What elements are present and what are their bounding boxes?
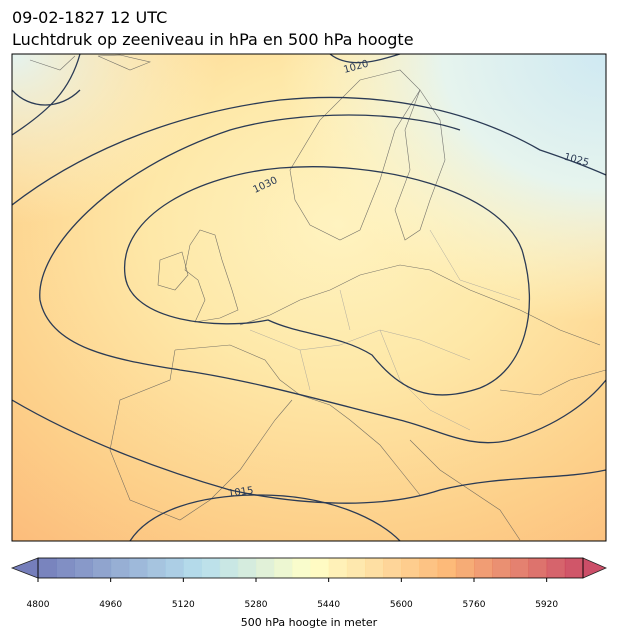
isobar <box>329 54 401 64</box>
colorbar-segment <box>346 558 366 578</box>
isobar <box>12 89 606 444</box>
colorbar-segment <box>292 558 311 578</box>
colorbar-tick-label: 4800 <box>27 600 50 610</box>
colorbar: 4800 4960 5120 5280 5440 5600 5760 5920 <box>10 557 608 610</box>
colorbar-tick-label: 5760 <box>463 600 486 610</box>
colorbar-segment <box>165 558 184 578</box>
colorbar-segment <box>546 558 566 578</box>
coastline <box>394 89 446 241</box>
colorbar-segment <box>128 558 148 578</box>
map-date: 09-02-1827 12 UTC <box>12 8 168 27</box>
colorbar-tick-label: 5120 <box>172 600 195 610</box>
colorbar-segment <box>528 558 548 578</box>
isobar <box>124 166 531 396</box>
isobar <box>129 494 401 541</box>
colorbar-segment <box>564 558 584 578</box>
coastline <box>289 69 421 241</box>
colorbar-segment <box>74 558 93 578</box>
coastline <box>109 264 606 541</box>
colorbar-segment <box>38 558 57 578</box>
colorbar-tick-label: 5920 <box>535 600 558 610</box>
colorbar-extend-high <box>582 557 608 579</box>
isobar <box>12 54 81 136</box>
colorbar-segment <box>365 558 384 578</box>
colorbar-segment <box>110 558 130 578</box>
colorbar-tick-label: 5440 <box>317 600 340 610</box>
colorbar-segment <box>147 558 166 578</box>
colorbar-extend-low <box>10 557 39 579</box>
colorbar-segment <box>383 558 402 578</box>
colorbar-tick-label: 5600 <box>390 600 413 610</box>
colorbar-segment <box>56 558 75 578</box>
colorbar-segment <box>474 558 493 578</box>
coastline <box>157 251 189 291</box>
coastline <box>184 229 239 323</box>
coastline <box>29 54 151 71</box>
isobar-label: 1015 <box>227 485 254 499</box>
colorbar-segment <box>401 558 420 578</box>
colorbar-segment <box>92 558 112 578</box>
colorbar-label: 500 hPa hoogte in meter <box>241 616 378 629</box>
isobar <box>12 96 606 206</box>
colorbar-segment <box>310 558 330 578</box>
colorbar-tick-label: 4960 <box>99 600 122 610</box>
colorbar-segment <box>419 558 439 578</box>
map-frame <box>11 53 607 542</box>
map-area: 1020 1025 1030 1015 <box>12 54 606 541</box>
height-field-low <box>12 54 606 541</box>
country-border <box>249 229 521 431</box>
colorbar-segment <box>492 558 511 578</box>
colorbar-segment <box>237 558 257 578</box>
colorbar-segment <box>274 558 293 578</box>
colorbar-segment <box>219 558 239 578</box>
colorbar-segment <box>183 558 202 578</box>
map-title: Luchtdruk op zeeniveau in hPa en 500 hPa… <box>12 30 414 49</box>
colorbar-frame <box>37 557 584 579</box>
colorbar-segment <box>201 558 221 578</box>
colorbar-segment <box>256 558 275 578</box>
colorbar-segment <box>455 558 475 578</box>
colorbar-tick-label: 5280 <box>245 600 268 610</box>
colorbar-segment <box>437 558 457 578</box>
colorbar-segment <box>328 558 348 578</box>
colorbar-segment <box>510 558 529 578</box>
